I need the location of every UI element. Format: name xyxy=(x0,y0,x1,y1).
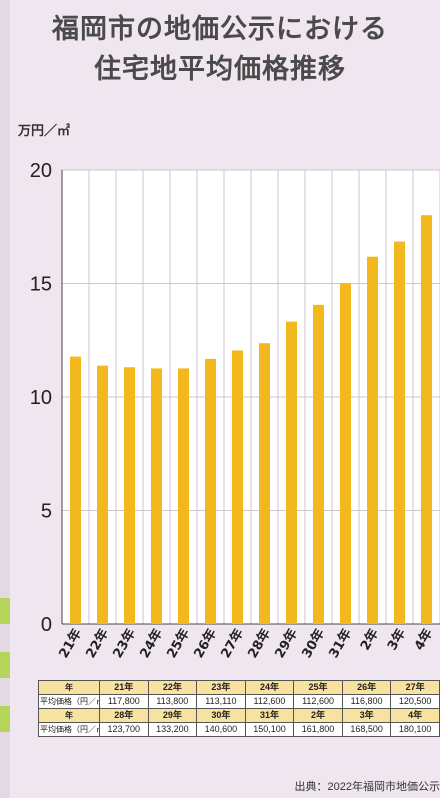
table-cell: 113,110 xyxy=(196,694,246,709)
chart-title-line1: 福岡市の地価公示における xyxy=(52,14,388,45)
bar xyxy=(178,368,189,624)
table-cell: 2年 xyxy=(293,708,343,723)
bar xyxy=(151,368,162,624)
table-cell: 180,100 xyxy=(390,722,440,737)
table-cell: 113,800 xyxy=(147,694,198,709)
bar xyxy=(124,367,135,624)
table-cell: 123,700 xyxy=(99,722,149,737)
table-cell: 23年 xyxy=(196,680,246,695)
bar-chart: 0 5 10 15 20 21年22年23年24年25年26年27年28年29年30年31… xyxy=(30,160,440,661)
bar xyxy=(70,356,81,624)
x-tick-label: 24年 xyxy=(137,626,166,661)
table-row-header: 年 xyxy=(38,708,100,723)
bar xyxy=(340,283,351,624)
x-tick-label: 28年 xyxy=(245,626,274,661)
y-tick-label: 20 xyxy=(30,160,52,182)
left-tab-marker xyxy=(0,598,10,624)
table-cell: 112,600 xyxy=(244,694,295,709)
chart-title-line2: 住宅地平均価格推移 xyxy=(94,54,346,85)
x-tick-label: 22年 xyxy=(83,626,112,661)
table-row-header: 平均価格（円／㎡） xyxy=(38,694,100,709)
left-tab-marker xyxy=(0,652,10,678)
left-decoration-strip xyxy=(0,0,10,798)
bar xyxy=(286,321,297,624)
bar xyxy=(313,304,324,624)
bar xyxy=(205,358,216,624)
y-tick-label: 5 xyxy=(41,501,52,523)
table-cell: 116,800 xyxy=(341,694,392,709)
table-cell: 112,600 xyxy=(293,694,343,709)
y-tick-label: 15 xyxy=(30,274,52,296)
price-table-container: 年21年22年23年24年25年26年27年平均価格（円／㎡）117,80011… xyxy=(38,680,440,737)
table-cell: 140,600 xyxy=(196,722,246,737)
table-cell: 29年 xyxy=(147,708,198,723)
table-cell: 27年 xyxy=(390,680,440,695)
table-row-header: 平均価格（円／㎡） xyxy=(38,722,100,737)
table-year-row: 年 21年 22年 23年 24年 25年 26年 27年 xyxy=(38,680,440,695)
x-tick-label: 4年 xyxy=(411,626,436,653)
x-tick-label: 29年 xyxy=(272,626,301,661)
bar xyxy=(367,256,378,624)
table-row-header: 年 xyxy=(38,680,100,695)
chart-title: 福岡市の地価公示における 住宅地平均価格推移 xyxy=(20,10,420,90)
table-cell: 117,800 xyxy=(99,694,149,709)
table-cell: 161,800 xyxy=(293,722,343,737)
bar xyxy=(97,365,108,624)
x-tick-label: 25年 xyxy=(164,626,193,661)
price-table-body: 年21年22年23年24年25年26年27年平均価格（円／㎡）117,80011… xyxy=(38,680,440,737)
x-tick-label: 21年 xyxy=(56,626,85,661)
table-cell: 28年 xyxy=(99,708,149,723)
table-cell: 120,500 xyxy=(390,694,440,709)
table-cell: 31年 xyxy=(244,708,295,723)
y-tick-label: 10 xyxy=(30,387,52,409)
x-tick-label: 27年 xyxy=(218,626,247,661)
bar xyxy=(259,343,270,624)
table-price-row: 平均価格（円／㎡）123,700133,200140,600150,100161… xyxy=(38,722,440,737)
table-cell: 30年 xyxy=(196,708,246,723)
table-cell: 168,500 xyxy=(341,722,392,737)
table-cell: 4年 xyxy=(390,708,440,723)
x-tick-label: 30年 xyxy=(299,626,328,661)
table-year-row: 年 28年 29年 30年 31年 2年 3年 4年 xyxy=(38,708,440,723)
x-tick-label: 3年 xyxy=(384,626,409,653)
table-cell: 25年 xyxy=(293,680,343,695)
x-tick-label: 23年 xyxy=(110,626,139,661)
bar xyxy=(232,350,243,624)
bar xyxy=(394,241,405,624)
x-tick-label: 31年 xyxy=(326,626,355,661)
table-price-row: 平均価格（円／㎡）117,800113,800113,110112,600112… xyxy=(38,694,440,709)
source-note: 出典：2022年福岡市地価公示 xyxy=(294,781,440,793)
price-table: 年21年22年23年24年25年26年27年平均価格（円／㎡）117,80011… xyxy=(38,680,440,737)
table-cell: 150,100 xyxy=(244,722,295,737)
table-cell: 26年 xyxy=(341,680,392,695)
x-tick-label: 26年 xyxy=(191,626,220,661)
table-cell: 3年 xyxy=(341,708,392,723)
bar xyxy=(421,215,432,624)
table-cell: 133,200 xyxy=(147,722,198,737)
table-cell: 22年 xyxy=(147,680,198,695)
x-tick-label: 2年 xyxy=(357,626,382,653)
table-cell: 24年 xyxy=(244,680,295,695)
left-tab-marker xyxy=(0,706,10,732)
table-cell: 21年 xyxy=(99,680,149,695)
y-tick-label: 0 xyxy=(41,614,52,636)
y-axis-unit-label: 万円／㎡ xyxy=(18,124,71,139)
